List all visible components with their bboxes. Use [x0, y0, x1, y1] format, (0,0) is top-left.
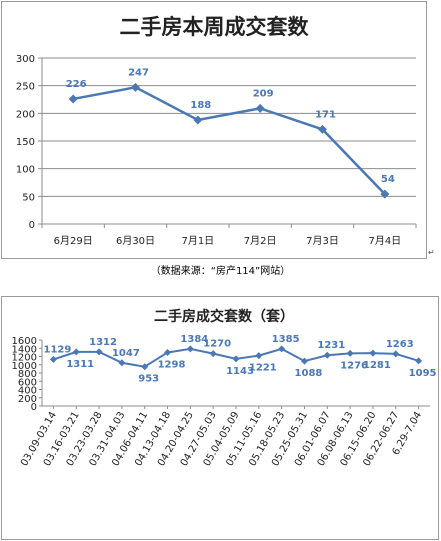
- data-point: [72, 348, 80, 356]
- data-point: [255, 103, 265, 113]
- weekly-history-chart: 二手房成交套数（套） 0 200 400 600 800 1000 1200 1400 1600 0…: [1, 296, 439, 540]
- data-label: 247: [128, 67, 149, 78]
- data-point: [131, 82, 140, 92]
- data-label: 1384: [180, 334, 208, 345]
- data-label: 171: [315, 109, 336, 120]
- data-label: 54: [381, 174, 395, 185]
- data-label: 1143: [226, 366, 254, 377]
- x-tick-label: 6月29日: [54, 235, 93, 247]
- data-point: [209, 350, 217, 358]
- data-point: [118, 359, 126, 367]
- data-label: 188: [190, 100, 211, 111]
- data-point: [380, 189, 390, 199]
- data-point: [49, 355, 57, 363]
- data-point: [232, 355, 240, 363]
- data-label: 1231: [317, 340, 345, 351]
- x-tick-label: 7月2日: [244, 235, 277, 247]
- data-label: 1281: [363, 360, 391, 371]
- y-tick-label: 1600: [12, 336, 37, 347]
- data-point: [95, 348, 103, 356]
- data-label: 1088: [295, 368, 323, 379]
- y-tick-label: 400: [18, 386, 37, 397]
- data-point: [164, 348, 172, 356]
- data-point: [300, 357, 308, 365]
- data-label: 1312: [89, 337, 117, 348]
- y-tick-label: 50: [22, 192, 35, 203]
- data-label: 1263: [386, 339, 414, 350]
- data-point: [255, 352, 263, 360]
- y-tick-label: 200: [18, 394, 37, 405]
- series-line: [72, 86, 386, 195]
- data-label: 1270: [203, 339, 231, 350]
- data-label: 953: [138, 374, 159, 385]
- x-tick-label: 7月3日: [306, 235, 339, 247]
- data-point: [193, 115, 203, 125]
- y-tick-label: 600: [18, 377, 37, 388]
- weekly-transactions-chart: 二手房本周成交套数 0 50 100 150 200 250 300 6月29日 6月30日 7月1…: [1, 1, 427, 259]
- data-point: [318, 124, 327, 134]
- data-point: [369, 349, 377, 357]
- x-tick-label: 7月1日: [181, 235, 214, 247]
- paragraph-mark: ↵: [428, 248, 435, 257]
- data-point: [392, 350, 400, 358]
- history-chart-svg: 二手房成交套数（套）020040060080010001200140016000…: [12, 308, 437, 468]
- data-point: [346, 349, 354, 357]
- data-label: 226: [66, 79, 87, 90]
- data-point: [415, 357, 423, 365]
- data-label: 1095: [409, 368, 437, 379]
- y-tick-label: 1400: [12, 344, 37, 355]
- x-tick-label: 6月30日: [116, 235, 155, 247]
- data-label: 1221: [249, 363, 277, 374]
- y-tick-label: 1200: [12, 353, 37, 364]
- y-tick-label: 250: [16, 82, 35, 93]
- y-tick-label: 100: [16, 165, 35, 176]
- data-point: [323, 351, 331, 359]
- data-point: [68, 94, 78, 104]
- chart-title: 二手房本周成交套数: [120, 15, 310, 39]
- y-tick-label: 200: [16, 109, 35, 120]
- data-source-note: （数据来源：“房产114”网站）: [150, 266, 291, 277]
- data-label: 1129: [43, 344, 71, 355]
- weekly-chart-svg: 二手房本周成交套数 0 50 100 150 200 250 300 6月29日 6月30日 7月1…: [16, 15, 417, 247]
- data-label: 1385: [272, 334, 300, 345]
- y-tick-label: 0: [29, 220, 35, 231]
- data-label: 209: [253, 88, 274, 99]
- data-label: 1276: [340, 360, 368, 371]
- y-tick-label: 300: [16, 54, 35, 65]
- y-tick-label: 0: [31, 402, 37, 413]
- data-label: 1047: [112, 348, 140, 359]
- y-tick-label: 150: [16, 137, 35, 148]
- data-point: [141, 363, 149, 371]
- data-point: [186, 345, 194, 353]
- y-tick-label: 1000: [12, 361, 37, 372]
- x-tick-label: 7月4日: [368, 235, 401, 247]
- data-point: [278, 345, 286, 353]
- data-label: 1298: [158, 359, 186, 370]
- y-tick-label: 800: [18, 369, 37, 380]
- data-label: 1311: [66, 359, 94, 370]
- chart-title: 二手房成交套数（套）: [154, 308, 294, 325]
